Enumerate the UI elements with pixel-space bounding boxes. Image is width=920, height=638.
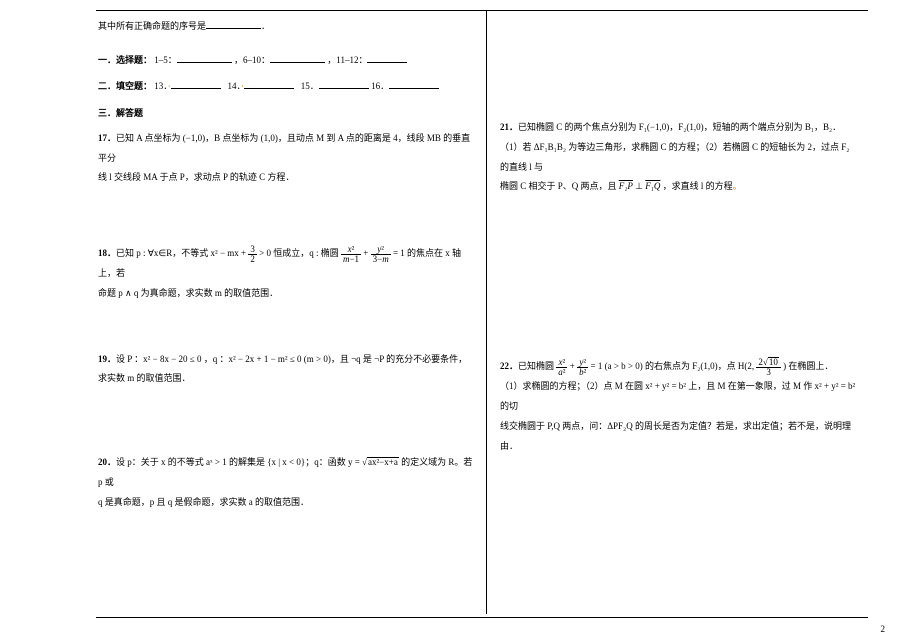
sec2-13: 13． xyxy=(154,81,168,91)
sec1-title: 一．选择题： xyxy=(98,55,152,65)
sec1-r2: ，6–10： xyxy=(234,55,270,65)
q22-pre: 已知椭圆 xyxy=(518,361,556,371)
blank-6-10 xyxy=(270,52,325,63)
vec-f1p: F₁P xyxy=(619,181,633,191)
q22-mid: = 1 (a > b > 0) 的右焦点为 F₂(1,0)，点 H(2, xyxy=(591,361,757,371)
left-column: 其中所有正确命题的序号是． 一．选择题： 1–5： ，6–10： ，11–12：… xyxy=(98,18,478,513)
q21-num: 21． xyxy=(500,122,518,132)
question-20: 20．设 p：关于 x 的不等式 aˣ > 1 的解集是 {x | x < 0}… xyxy=(98,453,478,512)
q18-num: 18． xyxy=(98,248,116,258)
question-21: 21．已知椭圆 C 的两个焦点分别为 F₁(−1,0)，F₂(1,0)，短轴的两… xyxy=(500,118,860,197)
q19-line2: 求实数 m 的取值范围． xyxy=(98,373,191,383)
question-22: 22．已知椭圆 x²a² + y²b² = 1 (a > b > 0) 的右焦点… xyxy=(500,357,860,456)
sec1-r1: 1–5： xyxy=(154,55,177,65)
sec2-14: 14． xyxy=(228,81,242,91)
q18-line2: 命题 p ∧ q 为真命题，求实数 m 的取值范围． xyxy=(98,288,278,298)
blank-16 xyxy=(389,78,439,89)
blank-15 xyxy=(319,78,369,89)
q22-post: ) 在椭圆上． xyxy=(783,361,833,371)
q17-b: 线 l 交线段 MA 于点 P，求动点 P 的轨迹 C 方程． xyxy=(98,172,294,182)
sec2-15: 15． xyxy=(301,81,319,91)
q17-a: 已知 A 点坐标为 (−1,0)，B 点坐标为 (1,0)，且动点 M 到 A … xyxy=(98,133,470,163)
frac-x2-a2: x²a² xyxy=(556,358,567,377)
blank-14 xyxy=(244,78,294,89)
question-18: 18．已知 p : ∀x∈R，不等式 x² − mx + 32 > 0 恒成立，… xyxy=(98,244,478,303)
q20-pre: 设 p：关于 x 的不等式 aˣ > 1 的解集是 {x | x < 0}；q：… xyxy=(116,457,362,467)
sqrt-ax2: ax²−x+a xyxy=(362,453,399,473)
question-17: 17．已知 A 点坐标为 (−1,0)，B 点坐标为 (1,0)，且动点 M 到… xyxy=(98,129,478,188)
q17-num: 17． xyxy=(98,133,116,143)
blank-11-12 xyxy=(367,52,407,63)
blank-13 xyxy=(171,78,221,89)
q20-num: 20． xyxy=(98,457,116,467)
frac-y2-b2: y²b² xyxy=(577,358,588,377)
q19-num: 19． xyxy=(98,354,116,364)
q22-l2: （1）求椭圆的方程；（2）点 M 在圆 x² + y² = b² 上，且 M 在… xyxy=(500,381,855,411)
q21-l3pre: 椭圆 C 相交于 P、Q 两点，且 xyxy=(500,181,619,191)
q21-l3mid: ⊥ xyxy=(635,181,645,191)
question-19: 19．设 P ：x² − 8x − 20 ≤ 0 ，q ：x² − 2x + 1… xyxy=(98,350,478,390)
page-number: 2 xyxy=(881,624,886,634)
rule-bottom xyxy=(96,617,868,618)
frac-2r10-3: 2103 xyxy=(756,357,780,377)
q21-l2: （1）若 ΔF₁B₁B₂ 为等边三角形，求椭圆 C 的方程；（2）若椭圆 C 的… xyxy=(500,142,849,172)
q18-mid: > 0 恒成立，q : 椭圆 xyxy=(259,248,341,258)
sec2-title: 二．填空题： xyxy=(98,81,152,91)
section-3-title: 三．解答题 xyxy=(98,105,478,121)
mark-21: 。 xyxy=(733,181,742,191)
blank-top xyxy=(206,18,261,29)
frac-x2-m1: x²m−1 xyxy=(341,245,361,264)
q20-line2: q 是真命题，p 且 q 是假命题，求实数 a 的取值范围． xyxy=(98,497,309,507)
vec-f1q: F₁Q xyxy=(645,181,660,191)
frac-y2-3m: y²3−m xyxy=(371,245,391,264)
top-text: 其中所有正确命题的序号是 xyxy=(98,21,206,31)
q22-num: 22． xyxy=(500,361,518,371)
section-1: 一．选择题： 1–5： ，6–10： ，11–12： xyxy=(98,52,478,68)
section-2: 二．填空题： 13．· 14．· 15． 16． xyxy=(98,78,478,94)
top-fragment: 其中所有正确命题的序号是． xyxy=(98,18,478,34)
column-divider xyxy=(486,10,487,614)
right-column: 21．已知椭圆 C 的两个焦点分别为 F₁(−1,0)，F₂(1,0)，短轴的两… xyxy=(500,18,860,566)
q19-pre: 设 P ：x² − 8x − 20 ≤ 0 ，q ：x² − 2x + 1 − … xyxy=(116,354,467,364)
q18-pre: 已知 p : ∀x∈R，不等式 x² − mx + xyxy=(116,248,248,258)
sec1-r3: ，11–12： xyxy=(327,55,367,65)
rule-top xyxy=(96,10,868,11)
q21-l3post: ，求直线 l 的方程 xyxy=(663,181,733,191)
q21-l1: 已知椭圆 C 的两个焦点分别为 F₁(−1,0)，F₂(1,0)，短轴的两个端点… xyxy=(518,122,841,132)
blank-1-5 xyxy=(177,52,232,63)
q22-l3: 线交椭圆于 P,Q 两点，问：ΔPF₂Q 的周长是否为定值？若是，求出定值；若不… xyxy=(500,421,851,451)
sec2-16: 16． xyxy=(371,81,389,91)
frac-3-2: 32 xyxy=(248,245,257,264)
